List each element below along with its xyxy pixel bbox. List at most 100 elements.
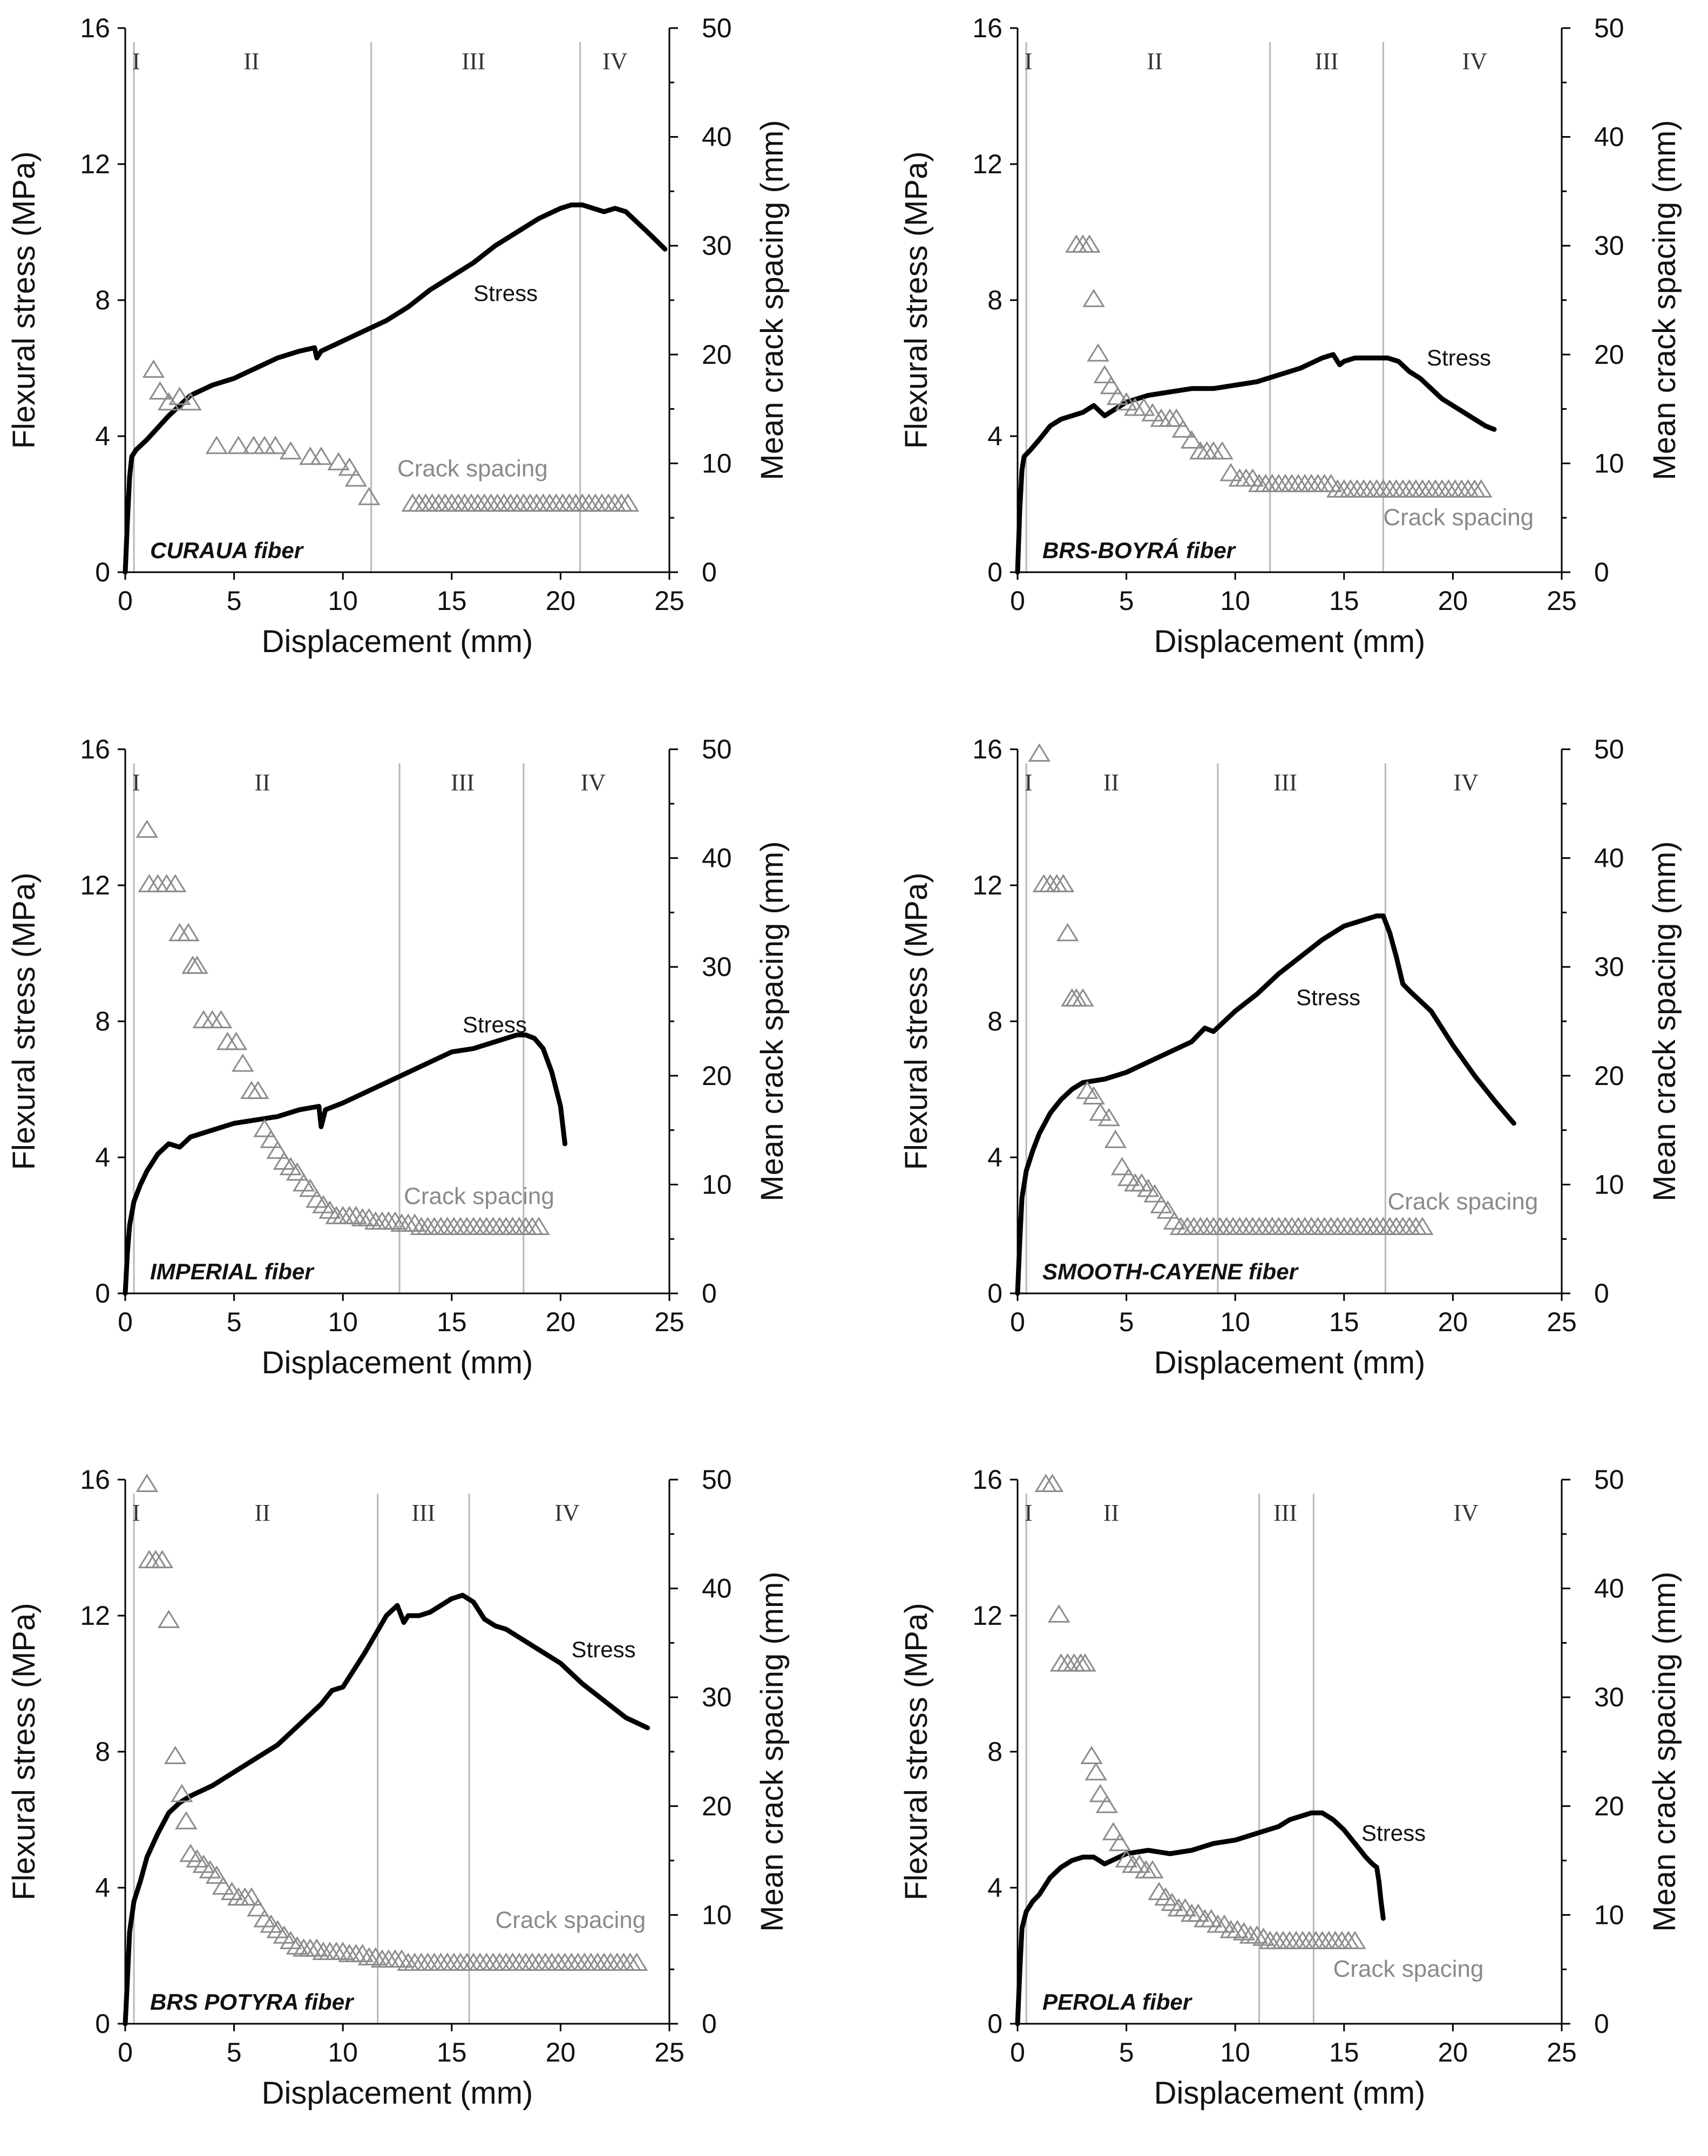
- y-right-tick-label: 40: [702, 843, 732, 873]
- y-right-tick-label: 0: [702, 2009, 717, 2039]
- crack-spacing-point: [1232, 1922, 1256, 1941]
- crack-spacing-point: [1106, 387, 1129, 405]
- crack-spacing-point: [253, 1118, 276, 1137]
- y-right-tick-label: 30: [702, 230, 732, 261]
- y-left-tick-label: 4: [95, 1142, 110, 1172]
- region-label-ii: II: [254, 1500, 270, 1526]
- y-right-tick-label: 20: [1594, 1061, 1624, 1091]
- y-left-tick-label: 8: [987, 1737, 1002, 1767]
- crack-spacing-point: [186, 955, 208, 974]
- y-right-tick-label: 0: [1594, 1278, 1609, 1308]
- y-left-tick-label: 12: [80, 149, 110, 179]
- x-tick-label: 15: [437, 1307, 467, 1337]
- fiber-name-label: IMPERIAL fiber: [150, 1259, 315, 1284]
- crack-spacing-point: [1041, 1474, 1064, 1492]
- y-left-tick-label: 8: [95, 285, 110, 315]
- y-axis-right-title: Mean crack spacing (mm): [755, 841, 790, 1201]
- y-left-tick-label: 4: [987, 1142, 1002, 1172]
- y-right-tick-label: 0: [702, 1278, 717, 1308]
- x-tick-label: 25: [1547, 2037, 1577, 2067]
- y-right-tick-label: 50: [702, 734, 732, 764]
- x-tick-label: 5: [227, 1307, 242, 1337]
- x-tick-label: 5: [227, 2037, 242, 2067]
- stress-annotation: Stress: [463, 1012, 527, 1037]
- crack-spacing-point: [1028, 743, 1051, 762]
- crack-spacing-point: [1470, 479, 1493, 498]
- y-right-tick-label: 10: [1594, 1169, 1624, 1199]
- y-left-tick-label: 4: [95, 1873, 110, 1903]
- x-tick-label: 20: [546, 2037, 576, 2067]
- region-label-ii: II: [1103, 1500, 1119, 1526]
- crack-spacing-point: [1087, 343, 1109, 362]
- stress-series-line: [123, 1032, 567, 1296]
- crack-spacing-point: [1089, 1784, 1111, 1802]
- x-axis-title: Displacement (mm): [262, 624, 533, 659]
- crack-spacing-point: [351, 1944, 374, 1962]
- y-axis-right-title: Mean crack spacing (mm): [1647, 841, 1682, 1201]
- y-right-tick-label: 40: [702, 122, 732, 152]
- crack-spacing-point: [225, 1032, 248, 1050]
- y-left-tick-label: 16: [80, 734, 110, 764]
- x-axis-title: Displacement (mm): [1154, 2076, 1426, 2111]
- y-left-tick-label: 4: [987, 421, 1002, 451]
- fiber-name-label: PEROLA fiber: [1042, 1989, 1193, 2015]
- x-axis-title: Displacement (mm): [262, 2076, 533, 2111]
- crack-spacing-point: [1093, 365, 1116, 383]
- x-tick-label: 5: [227, 586, 242, 616]
- crack-spacing-point: [1072, 988, 1094, 1007]
- x-tick-label: 5: [1119, 2037, 1134, 2067]
- chart-brs-boyr-fiber: I II III IV0 5 10 15 20 25048121601020304050Disp…: [899, 13, 1682, 659]
- crack-spacing-point: [1180, 430, 1203, 449]
- x-tick-label: 15: [1329, 1307, 1359, 1337]
- crack-spacing-point: [1078, 234, 1101, 253]
- x-tick-label: 20: [546, 586, 576, 616]
- y-right-tick-label: 20: [702, 1791, 732, 1821]
- crack-spacing-point: [168, 387, 191, 405]
- crack-spacing-point: [1082, 289, 1105, 307]
- x-tick-label: 0: [118, 2037, 133, 2067]
- crack-spacing-point: [1104, 1129, 1127, 1148]
- x-tick-label: 15: [1329, 2037, 1359, 2067]
- y-left-tick-label: 16: [972, 734, 1002, 764]
- y-right-tick-label: 0: [702, 557, 717, 587]
- y-right-tick-label: 40: [1594, 1574, 1624, 1604]
- x-tick-label: 15: [437, 586, 467, 616]
- crack-spacing-point: [1219, 463, 1242, 482]
- crack-spacing-point: [1047, 1604, 1070, 1623]
- crack-spacing-point: [327, 452, 350, 471]
- crack-spacing-point: [1052, 874, 1075, 892]
- crack-spacing-point: [310, 446, 333, 465]
- x-tick-label: 20: [1438, 2037, 1468, 2067]
- crack-spacing-series: [1034, 1474, 1366, 1949]
- crack-spacing-point: [227, 436, 250, 455]
- y-right-tick-label: 50: [1594, 734, 1624, 764]
- crack-spacing-point: [1100, 376, 1123, 395]
- x-tick-label: 20: [546, 1307, 576, 1337]
- x-tick-label: 5: [1119, 586, 1134, 616]
- y-left-tick-label: 8: [95, 1006, 110, 1036]
- y-right-tick-label: 20: [1594, 1791, 1624, 1821]
- crack-spacing-point: [253, 436, 276, 455]
- region-label-iv: IV: [602, 48, 628, 74]
- y-left-tick-label: 4: [95, 421, 110, 451]
- x-tick-label: 25: [654, 586, 684, 616]
- crack-spacing-point: [1089, 1102, 1111, 1121]
- crack-spacing-point: [364, 1947, 387, 1965]
- region-label-iii: III: [1315, 48, 1339, 74]
- y-axis-left-title: Flexural stress (MPa): [6, 1603, 42, 1900]
- crack-spacing-point: [1211, 441, 1233, 460]
- y-right-tick-label: 50: [1594, 1465, 1624, 1495]
- y-right-tick-label: 40: [1594, 843, 1624, 873]
- fiber-name-label: BRS-BOYRÁ fiber: [1042, 538, 1237, 563]
- region-label-ii: II: [243, 48, 259, 74]
- crack-spacing-point: [1074, 1653, 1096, 1672]
- crack-spacing-annotation: Crack spacing: [397, 455, 548, 482]
- x-tick-label: 10: [328, 2037, 358, 2067]
- x-tick-label: 0: [118, 1307, 133, 1337]
- crack-spacing-point: [177, 923, 200, 941]
- x-tick-label: 0: [118, 586, 133, 616]
- stress-series-line: [1015, 352, 1497, 575]
- crack-spacing-series: [1065, 234, 1493, 498]
- stress-annotation: Stress: [1296, 985, 1360, 1010]
- crack-spacing-point: [135, 819, 159, 838]
